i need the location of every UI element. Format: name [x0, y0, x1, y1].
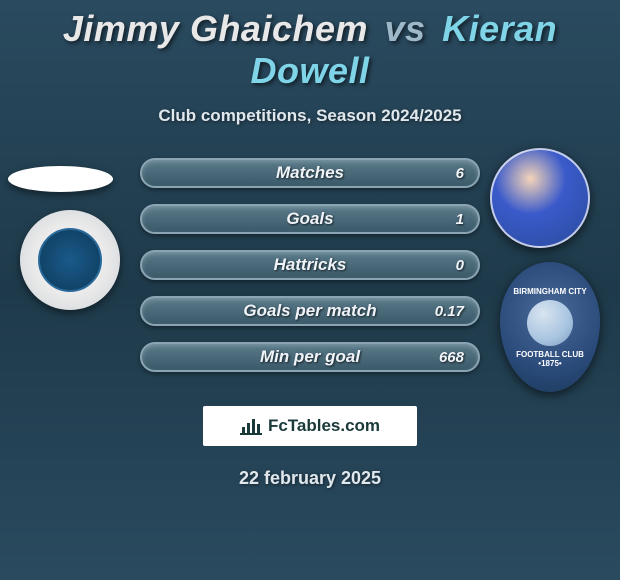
stat-label: Min per goal: [260, 347, 360, 367]
badge-text-top: BIRMINGHAM CITY: [513, 287, 586, 296]
badge-year: •1875•: [538, 359, 561, 368]
player1-name: Jimmy Ghaichem: [63, 8, 368, 49]
stat-row: Min per goal 668: [140, 342, 480, 372]
bar-icon: [242, 427, 245, 433]
chart-icon: [240, 417, 262, 435]
subtitle: Club competitions, Season 2024/2025: [0, 106, 620, 126]
stat-label: Hattricks: [274, 255, 347, 275]
bar-icon: [252, 419, 255, 433]
brand-text: FcTables.com: [268, 416, 380, 436]
stat-label: Goals per match: [243, 301, 376, 321]
stat-rows: Matches 6 Goals 1 Hattricks 0: [140, 158, 480, 388]
club-badge-inner: [38, 228, 102, 292]
stat-value-right: 6: [456, 165, 464, 182]
player2-photo: [490, 148, 590, 248]
brand-box: FcTables.com: [203, 406, 417, 446]
bar-icon: [247, 423, 250, 433]
page-title: Jimmy Ghaichem vs Kieran Dowell: [0, 8, 620, 92]
badge-text-mid: FOOTBALL CLUB: [516, 350, 584, 359]
stat-label: Goals: [286, 209, 333, 229]
stat-value-right: 0: [456, 257, 464, 274]
player2-club-badge: BIRMINGHAM CITY FOOTBALL CLUB •1875•: [500, 262, 600, 392]
stats-area: BIRMINGHAM CITY FOOTBALL CLUB •1875• Mat…: [0, 158, 620, 388]
stat-value-right: 0.17: [435, 303, 464, 320]
date-label: 22 february 2025: [0, 468, 620, 489]
infographic-container: Jimmy Ghaichem vs Kieran Dowell Club com…: [0, 0, 620, 489]
player1-photo: [8, 166, 113, 192]
vs-label: vs: [385, 8, 426, 49]
stat-value-right: 1: [456, 211, 464, 228]
stat-value-right: 668: [439, 349, 464, 366]
globe-icon: [527, 300, 573, 346]
player1-club-badge: [20, 210, 120, 310]
stat-row: Goals per match 0.17: [140, 296, 480, 326]
stat-row: Hattricks 0: [140, 250, 480, 280]
stat-label: Matches: [276, 163, 344, 183]
stat-row: Goals 1: [140, 204, 480, 234]
bar-icon: [257, 424, 260, 433]
stat-row: Matches 6: [140, 158, 480, 188]
